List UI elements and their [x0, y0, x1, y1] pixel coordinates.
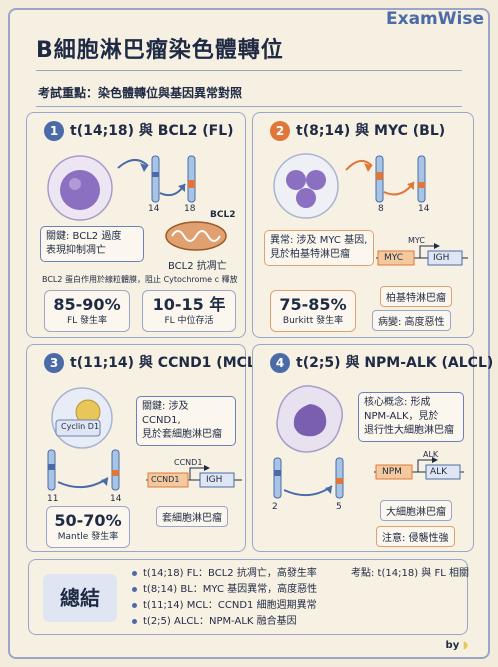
tag-burkitt: 柏基特淋巴瘤 [380, 286, 452, 307]
cyclin-label: Cyclin D1 [61, 422, 100, 431]
banana-icon: ◗ [462, 640, 468, 651]
panel-1-title: t(14;18) 與 BCL2 (FL) [70, 123, 234, 139]
page-subtitle: 考試重點：染色體轉位與基因異常對照 [38, 86, 243, 100]
chrom-label-14: 14 [418, 204, 430, 214]
tag-aggressive: 注意: 侵襲性強 [376, 526, 455, 547]
tag-high-grade: 病變: 高度惡性 [372, 310, 451, 331]
callout-line: 關鍵: BCL2 過度 [46, 231, 122, 242]
mito-caption: BCL2 抗凋亡 [168, 261, 227, 272]
stat-fl-survival: 10-15 年 FL 中位存活 [142, 290, 236, 332]
callout-line: 見於柏基特淋巴瘤 [270, 249, 350, 260]
stat-burkitt-incidence: 75-85% Burkitt 發生率 [270, 290, 356, 332]
large-cell-icon [276, 385, 343, 453]
npm-alk-gene-diagram [374, 457, 464, 480]
divider [36, 70, 462, 71]
callout-line: 關鍵: 涉及 CCND1, [142, 401, 189, 426]
summary-list: t(14;18) FL：BCL2 抗凋亡，高發生率 t(8;14) BL：MYC… [132, 566, 317, 630]
summary-note: 考點: t(14;18) 與 FL 相關 [351, 568, 469, 579]
stat-label: FL 中位存活 [164, 316, 214, 326]
callout-line: 核心概念: 形成 [364, 397, 431, 408]
cyclin-cell-icon [51, 387, 113, 449]
chrom-label-2: 2 [272, 502, 278, 512]
summary-item-text: t(11;14) MCL：CCND1 細胞週期異常 [143, 600, 317, 611]
gene-left-label: MYC [384, 253, 404, 263]
panel-2-callout: 異常: 涉及 MYC 基因, 見於柏基特淋巴瘤 [264, 230, 374, 266]
chrom-label-14: 14 [148, 204, 160, 214]
gene-right-label: IGH [206, 475, 223, 485]
mito-label: BCL2 [210, 210, 236, 220]
summary-label: 總結 [43, 574, 117, 622]
chrom-label-5: 5 [336, 502, 342, 512]
summary-item-text: t(2;5) ALCL：NPM-ALK 融合基因 [143, 616, 297, 627]
stat-value: 50-70% [54, 511, 122, 530]
page-title: B細胞淋巴瘤染色體轉位 [36, 38, 284, 63]
ccnd1-igh-gene-diagram [146, 465, 242, 488]
chrom-label-18: 18 [184, 204, 196, 214]
bullet-icon [132, 570, 137, 576]
panel-2-illustration [273, 153, 426, 219]
chrom-label-8: 8 [378, 204, 384, 214]
summary-item-text: t(14;18) FL：BCL2 抗凋亡，高發生率 [143, 568, 317, 579]
summary-box: 總結 t(14;18) FL：BCL2 抗凋亡，高發生率 t(8;14) BL：… [28, 559, 469, 635]
gene-right-label: IGH [433, 253, 450, 263]
stat-label: Mantle 發生率 [57, 532, 119, 542]
chrom-label-14: 14 [110, 494, 122, 504]
callout-line: 退行性大細胞淋巴瘤 [364, 425, 454, 436]
panel-1-number: 1 [44, 121, 64, 141]
panel-1-callout: 關鍵: BCL2 過度 表現抑制凋亡 [40, 226, 144, 262]
panel-4-number: 4 [270, 353, 290, 373]
footer-credit: by ◗ [446, 640, 468, 651]
callout-line: 表現抑制凋亡 [46, 245, 106, 256]
panel-2-header: 2 t(8;14) 與 MYC (BL) [270, 120, 445, 141]
panel-4-chromosomes [273, 457, 344, 499]
panel-2-number: 2 [270, 121, 290, 141]
summary-item-text: t(8;14) BL：MYC 基因異常，高度惡性 [143, 584, 318, 595]
summary-item: t(11;14) MCL：CCND1 細胞週期異常 [132, 598, 317, 614]
stat-value: 10-15 年 [152, 295, 226, 314]
stat-label: FL 發生率 [66, 316, 108, 326]
panel-1-illustration [47, 155, 196, 221]
panel-4-callout: 核心概念: 形成 NPM-ALK，見於 退行性大細胞淋巴瘤 [358, 392, 464, 442]
callout-line: 見於套細胞淋巴瘤 [142, 429, 222, 440]
gene-right-label: ALK [430, 467, 448, 477]
summary-item: t(8;14) BL：MYC 基因異常，高度惡性 [132, 582, 317, 598]
mitochondrion-icon [165, 221, 227, 251]
bullet-icon [132, 602, 137, 608]
stat-label: Burkitt 發生率 [282, 316, 344, 326]
tag-large-cell: 大細胞淋巴瘤 [380, 500, 452, 521]
summary-item: t(2;5) ALCL：NPM-ALK 融合基因 [132, 614, 317, 630]
panel-1-note: BCL2 蛋白作用於線粒體膜，阻止 Cytochrome c 釋放 [42, 275, 238, 284]
myc-igh-gene-diagram [376, 243, 468, 266]
callout-line: NPM-ALK，見於 [364, 411, 439, 422]
brand-logo: ExamWise [386, 9, 484, 29]
stat-value: 75-85% [279, 295, 347, 314]
gene-top-label: CCND1 [174, 458, 203, 467]
bullet-icon [132, 586, 137, 592]
panel-3-header: 3 t(11;14) 與 CCND1 (MCL) [44, 352, 262, 373]
chrom-label-11: 11 [47, 494, 59, 504]
divider [36, 106, 462, 107]
panel-3-number: 3 [44, 353, 64, 373]
gene-left-label: NPM [382, 467, 402, 477]
gene-left-label: CCND1 [151, 475, 180, 484]
panel-3-chromosomes [47, 449, 120, 491]
stat-value: 85-90% [53, 295, 121, 314]
stat-mantle-incidence: 50-70% Mantle 發生率 [46, 506, 130, 548]
panel-1-header: 1 t(14;18) 與 BCL2 (FL) [44, 120, 234, 141]
panel-4-header: 4 t(2;5) 與 NPM-ALK (ALCL) [270, 352, 493, 373]
bullet-icon [132, 618, 137, 624]
stat-fl-incidence: 85-90% FL 發生率 [44, 290, 130, 332]
panel-3-callout: 關鍵: 涉及 CCND1, 見於套細胞淋巴瘤 [136, 396, 236, 446]
tag-mantle: 套細胞淋巴瘤 [156, 506, 228, 527]
callout-line: 異常: 涉及 MYC 基因, [270, 235, 368, 246]
gene-top-label: MYC [408, 236, 425, 245]
footer-text: by [445, 640, 460, 651]
panel-4-title: t(2;5) 與 NPM-ALK (ALCL) [296, 355, 494, 371]
panel-2-title: t(8;14) 與 MYC (BL) [296, 123, 446, 139]
gene-top-label: ALK [423, 450, 439, 459]
panel-3-title: t(11;14) 與 CCND1 (MCL) [70, 355, 263, 371]
summary-item: t(14;18) FL：BCL2 抗凋亡，高發生率 [132, 566, 317, 582]
